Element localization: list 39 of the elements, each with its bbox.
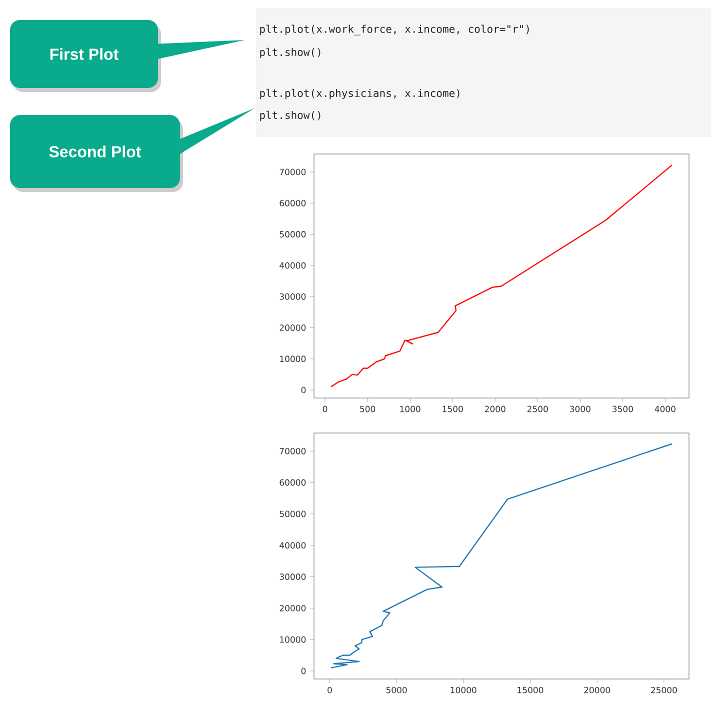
y-tick-label: 60000 bbox=[280, 200, 306, 206]
y-tick-label: 0 bbox=[301, 386, 306, 394]
y-tick-label: 20000 bbox=[280, 604, 306, 612]
y-tick-label: 10000 bbox=[280, 356, 306, 362]
x-tick-label: 0 bbox=[328, 686, 332, 694]
text: plt.plot(x.work_force, x.income, color="r") bbox=[260, 24, 529, 36]
line-series bbox=[330, 443, 673, 668]
x-tick-label: 10000 bbox=[450, 686, 476, 694]
y-tick-label: 40000 bbox=[280, 262, 306, 269]
y-tick-label: 70000 bbox=[280, 448, 306, 454]
y-tick-label: 40000 bbox=[280, 542, 306, 549]
y-tick-label: 20000 bbox=[280, 324, 306, 331]
y-tick-label: 30000 bbox=[280, 574, 306, 580]
x-tick-label: 3500 bbox=[612, 406, 633, 412]
y-tick-label: 60000 bbox=[280, 479, 306, 486]
x-tick-label: 2500 bbox=[527, 406, 548, 412]
x-tick-label: 500 bbox=[360, 406, 376, 412]
y-tick-label: 10000 bbox=[280, 636, 306, 643]
y-tick-label: 50000 bbox=[280, 510, 306, 518]
x-tick-label: 3000 bbox=[570, 406, 590, 412]
y-tick-label: 30000 bbox=[280, 293, 306, 300]
text: plt.show() bbox=[260, 110, 320, 122]
x-tick-label: 5000 bbox=[386, 686, 407, 694]
y-tick-label: 0 bbox=[301, 668, 306, 674]
x-tick-label: 2000 bbox=[484, 406, 506, 412]
y-tick-label: 50000 bbox=[280, 231, 306, 238]
y-tick-label: 70000 bbox=[280, 168, 306, 176]
text: plt.show() bbox=[260, 48, 320, 58]
text: First Plot bbox=[50, 48, 118, 60]
x-tick-label: 25000 bbox=[651, 686, 677, 694]
line-series bbox=[330, 164, 673, 388]
x-tick-label: 4000 bbox=[654, 406, 676, 412]
x-tick-label: 1000 bbox=[400, 406, 420, 412]
x-tick-label: 0 bbox=[322, 406, 328, 412]
text: plt.plot(x.physicians, x.income) bbox=[260, 88, 460, 100]
text: Second Plot bbox=[49, 146, 142, 158]
x-tick-label: 20000 bbox=[584, 686, 610, 694]
x-tick-label: 1500 bbox=[442, 406, 463, 412]
x-tick-label: 15000 bbox=[518, 686, 544, 694]
